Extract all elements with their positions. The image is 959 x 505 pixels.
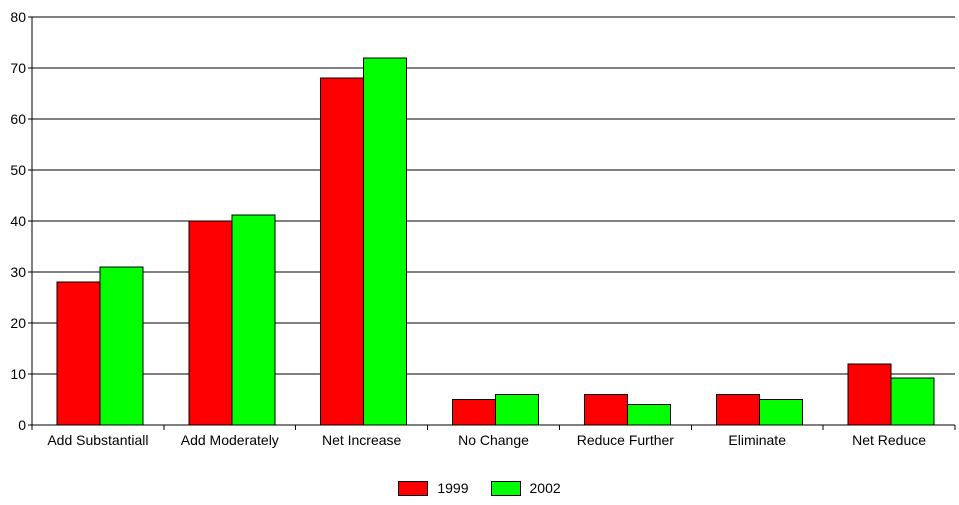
x-tick-label: Add Substantiall — [47, 432, 148, 448]
axes — [28, 16, 956, 430]
legend-item-series-2: 2002 — [490, 480, 561, 496]
y-tick-label: 40 — [10, 213, 26, 229]
legend-swatch-series-1 — [398, 480, 429, 496]
y-tick-label: 50 — [10, 162, 26, 178]
bars — [56, 57, 935, 426]
y-tick-label: 10 — [10, 366, 26, 382]
bar-1999-6 — [847, 363, 892, 426]
x-tick-label: Add Moderately — [181, 432, 279, 448]
bar-1999-1 — [188, 220, 233, 426]
y-tick-label: 70 — [10, 60, 26, 76]
y-tick-label: 0 — [18, 417, 26, 433]
bar-2002-5 — [758, 399, 803, 426]
bar-2002-6 — [890, 377, 935, 426]
x-tick-label: Eliminate — [728, 432, 786, 448]
y-tick-label: 60 — [10, 111, 26, 127]
x-tick-labels: Add Substantiall Add Moderately Net Increa… — [47, 432, 926, 448]
bar-1999-5 — [715, 393, 760, 426]
x-tick-label: Net Reduce — [852, 432, 926, 448]
legend: 1999 2002 — [0, 478, 959, 498]
y-tick-label: 30 — [10, 264, 26, 280]
bar-2002-4 — [626, 404, 671, 426]
bar-1999-3 — [452, 399, 497, 426]
bar-2002-0 — [99, 266, 144, 426]
bar-2002-2 — [363, 57, 408, 426]
legend-label-series-1: 1999 — [437, 480, 469, 496]
gridlines — [32, 16, 955, 375]
y-tick-label: 20 — [10, 315, 26, 331]
x-tick-label: Reduce Further — [577, 432, 675, 448]
x-tick-label: No Change — [458, 432, 529, 448]
legend-swatch-series-2 — [490, 480, 521, 496]
legend-item-series-1: 1999 — [398, 480, 469, 496]
bar-1999-4 — [583, 393, 628, 426]
bar-2002-1 — [231, 214, 276, 426]
bar-1999-0 — [56, 281, 101, 426]
x-tick-label: Net Increase — [322, 432, 402, 448]
legend-label-series-2: 2002 — [529, 480, 561, 496]
bar-1999-2 — [320, 77, 365, 426]
bar-2002-3 — [495, 393, 540, 426]
y-tick-labels: 0 10 20 30 40 50 60 70 80 — [10, 9, 26, 433]
y-tick-label: 80 — [10, 9, 26, 25]
